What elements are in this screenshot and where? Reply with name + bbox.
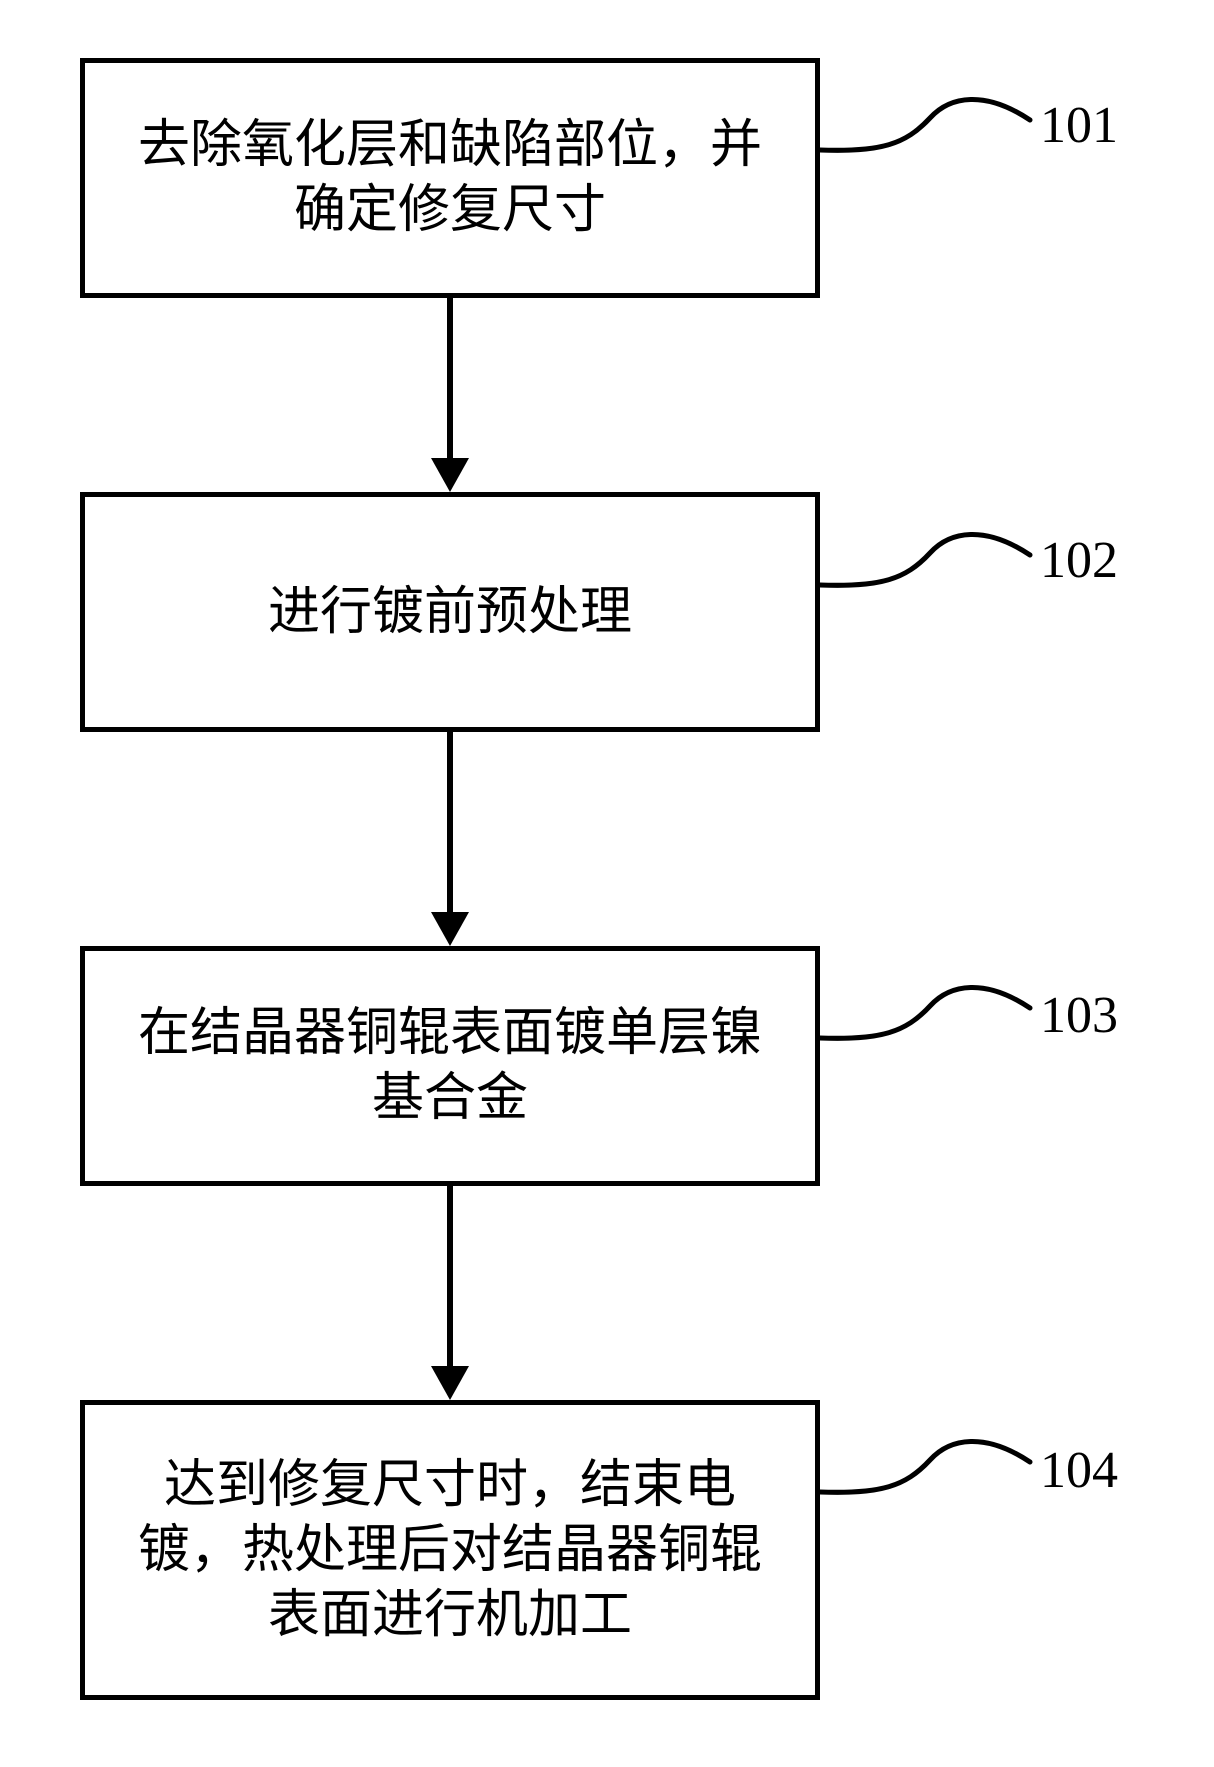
arrow-shaft (447, 732, 453, 912)
step-number-label: 101 (1040, 100, 1118, 152)
callout-curve (820, 515, 1040, 625)
arrow-head-icon (431, 458, 469, 495)
flow-node-text: 在结晶器铜辊表面镀单层镍 基合金 (85, 1001, 815, 1131)
flow-node-step-1: 去除氧化层和缺陷部位，并 确定修复尺寸 (80, 58, 820, 298)
flow-node-text: 达到修复尺寸时，结束电 镀，热处理后对结晶器铜辊 表面进行机加工 (85, 1453, 815, 1648)
flowchart-canvas: 去除氧化层和缺陷部位，并 确定修复尺寸进行镀前预处理在结晶器铜辊表面镀单层镍 基… (0, 0, 1214, 1767)
step-number-label: 103 (1040, 990, 1118, 1042)
flow-node-step-2: 进行镀前预处理 (80, 492, 820, 732)
flow-node-text: 去除氧化层和缺陷部位，并 确定修复尺寸 (85, 113, 815, 243)
flow-node-step-3: 在结晶器铜辊表面镀单层镍 基合金 (80, 946, 820, 1186)
arrow-shaft (447, 1186, 453, 1366)
flow-node-step-4: 达到修复尺寸时，结束电 镀，热处理后对结晶器铜辊 表面进行机加工 (80, 1400, 820, 1700)
arrow-head-icon (431, 912, 469, 949)
step-number-label: 102 (1040, 535, 1118, 587)
callout-curve (820, 1422, 1040, 1532)
step-number-label: 104 (1040, 1445, 1118, 1497)
arrow-shaft (447, 298, 453, 458)
callout-curve (820, 80, 1040, 190)
callout-curve (820, 968, 1040, 1078)
arrow-head-icon (431, 1366, 469, 1403)
flow-node-text: 进行镀前预处理 (85, 580, 815, 645)
